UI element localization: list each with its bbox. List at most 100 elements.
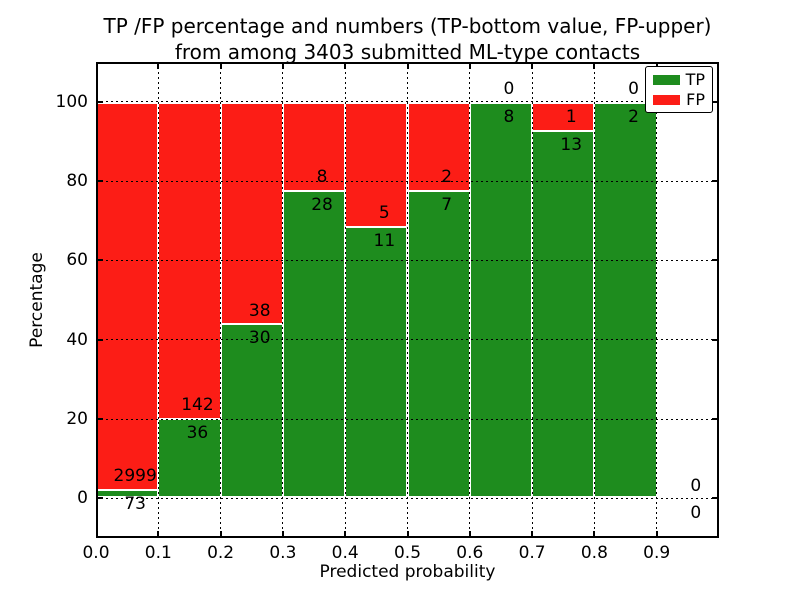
fp-count-label: 0	[503, 78, 515, 99]
y-tick-label: 20	[66, 409, 88, 429]
tp-count-label: 13	[560, 135, 583, 156]
y-tick-label: 100	[55, 91, 88, 112]
x-tick-label: 0.1	[144, 543, 172, 563]
x-tick-mark	[219, 531, 222, 538]
x-gridline	[220, 62, 222, 538]
x-tick-mark	[406, 531, 409, 538]
fp-legend-label: FP	[686, 90, 705, 109]
x-tick-mark	[468, 62, 471, 69]
y-tick-mark	[712, 418, 719, 420]
tp-bar-segment	[282, 189, 346, 499]
tp-count-label: 2	[628, 106, 639, 127]
x-tick-mark	[157, 62, 160, 69]
tp-bar-segment	[345, 225, 408, 499]
y-tick-mark	[96, 418, 103, 420]
tp-count-label: 36	[186, 423, 209, 444]
x-gridline	[469, 62, 471, 538]
fp-count-label: 2	[441, 167, 453, 188]
y-tick-mark	[96, 338, 103, 341]
x-tick-mark	[531, 62, 534, 69]
x-tick-label: 0.2	[207, 543, 235, 563]
x-tick-mark	[468, 531, 471, 538]
x-axis-label: Predicted probability	[319, 562, 496, 582]
x-tick-mark	[655, 62, 658, 69]
fp-bar-segment	[345, 101, 408, 226]
fp-count-label: 0	[690, 475, 702, 496]
x-tick-mark	[593, 531, 596, 538]
tp-bar-segment	[158, 418, 221, 499]
fp-bar-segment	[407, 101, 470, 190]
x-gridline	[593, 62, 595, 538]
tp-count-label: 11	[373, 230, 396, 251]
tp-count-label: 30	[248, 328, 271, 349]
tp-count-label: 8	[503, 106, 515, 127]
x-tick-mark	[281, 531, 284, 538]
x-tick-label: 0.7	[518, 543, 546, 563]
x-gridline	[157, 62, 159, 538]
legend: TP FP	[645, 66, 713, 113]
y-tick-mark	[712, 100, 719, 103]
y-tick-mark	[712, 180, 719, 182]
fp-count-label: 8	[316, 167, 328, 188]
fp-legend-swatch	[653, 94, 680, 105]
x-tick-label: 0.3	[269, 543, 297, 563]
x-tick-label: 0.6	[456, 543, 484, 563]
x-gridline	[282, 62, 284, 538]
fp-bar-segment	[282, 101, 346, 190]
x-tick-mark	[157, 531, 160, 538]
tp-count-label: 28	[311, 194, 333, 215]
x-tick-mark	[655, 531, 658, 538]
x-tick-mark	[344, 531, 347, 538]
tp-count-label: 73	[124, 493, 146, 514]
fp-bar-segment	[532, 101, 595, 130]
tp-count-label: 0	[690, 503, 702, 524]
tp-count-label: 7	[441, 194, 453, 215]
y-tick-mark	[712, 338, 719, 341]
x-gridline	[344, 62, 346, 538]
fp-count-label: 1	[565, 107, 577, 128]
fp-count-label: 38	[248, 300, 271, 321]
chart-title-line1: TP /FP percentage and numbers (TP-bottom…	[103, 14, 712, 38]
x-tick-label: 0.8	[580, 543, 608, 563]
tp-bar-segment	[220, 323, 283, 499]
y-tick-label: 0	[77, 488, 88, 509]
legend-item-fp: FP	[653, 90, 705, 109]
y-tick-mark	[96, 259, 103, 262]
legend-item-tp: TP	[653, 70, 705, 89]
fp-count-label: 5	[378, 202, 390, 223]
x-tick-mark	[344, 62, 347, 69]
x-gridline	[656, 62, 658, 538]
fp-count-label: 0	[628, 78, 639, 99]
fp-count-label: 142	[181, 395, 214, 416]
plot-area: TP FP 2999 73 142 36 38 30 8 28 5 11 2 7 0 8 1 13 0 2 0 0	[96, 62, 719, 538]
y-tick-label: 40	[66, 329, 88, 350]
x-gridline	[407, 62, 408, 538]
chart-title-line2: from among 3403 submitted ML-type contac…	[174, 40, 641, 64]
fp-bar-segment	[96, 101, 159, 489]
x-gridline	[531, 62, 533, 538]
y-tick-mark	[96, 180, 103, 182]
y-tick-mark	[96, 497, 103, 500]
tp-bar-segment	[594, 101, 657, 499]
x-tick-label: 0.4	[331, 543, 359, 563]
y-tick-label: 80	[66, 171, 88, 191]
x-tick-mark	[593, 62, 596, 69]
x-tick-mark	[531, 531, 534, 538]
tp-bar-segment	[469, 101, 533, 499]
x-tick-label: 0.9	[643, 543, 671, 563]
tp-bar-segment	[407, 189, 470, 499]
fp-count-label: 2999	[113, 466, 157, 487]
y-tick-mark	[712, 497, 719, 500]
tp-bar-segment	[532, 129, 595, 499]
x-tick-label: 0.0	[82, 543, 110, 563]
x-tick-mark	[219, 62, 222, 69]
tp-legend-swatch	[653, 74, 680, 85]
y-tick-mark	[712, 259, 719, 262]
x-tick-label: 0.5	[393, 543, 422, 563]
y-tick-label: 60	[66, 250, 88, 271]
y-tick-mark	[96, 100, 103, 103]
fp-bar-segment	[220, 101, 283, 324]
x-tick-mark	[96, 531, 98, 538]
chart-title: TP /FP percentage and numbers (TP-bottom…	[96, 13, 719, 65]
